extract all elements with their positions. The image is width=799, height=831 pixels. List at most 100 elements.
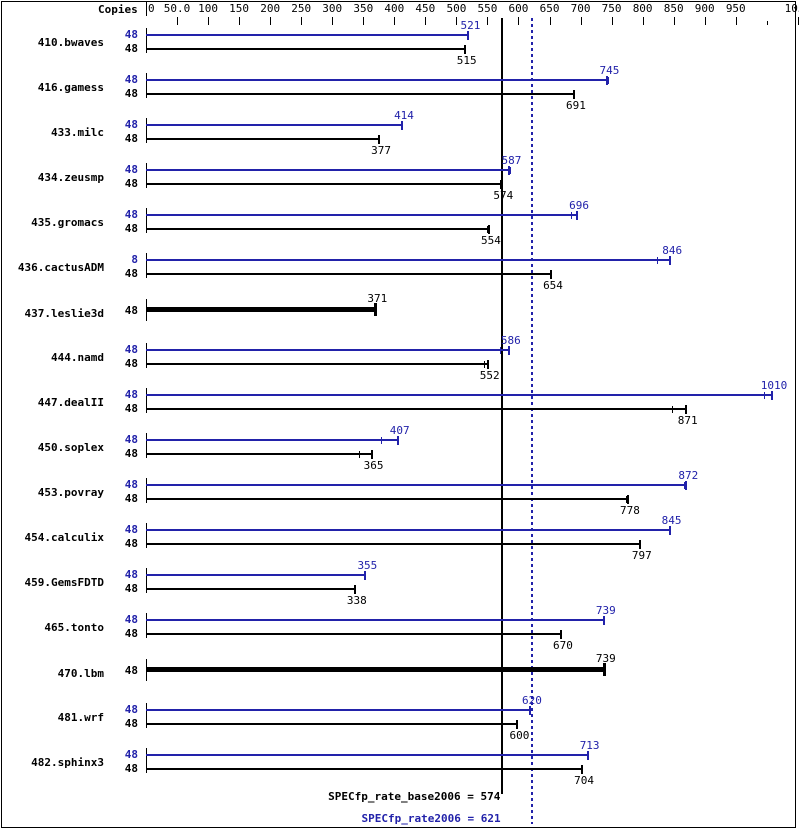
benchmark-row: 435.gromacs 48 696 48 554: [0, 199, 799, 250]
x-tick-mark: [797, 17, 799, 25]
x-tick-mark: [735, 17, 737, 25]
bar-value-label: 574: [493, 189, 514, 202]
x-tick-mark: [208, 17, 210, 25]
x-tick-mark: [394, 17, 396, 25]
benchmark-label: 410.bwaves: [37, 36, 104, 49]
x-tick-mark: [301, 17, 303, 25]
benchmark-bar-base: [146, 225, 490, 234]
bar-value-label: 600: [509, 729, 530, 742]
bar-value-label: 365: [363, 459, 384, 472]
row-axis-stub: [146, 388, 147, 413]
copies-count: 48: [124, 208, 138, 221]
bar-value-label: 745: [599, 64, 620, 77]
bar-median-mark: [517, 721, 519, 728]
benchmark-bar-peak: [146, 346, 510, 355]
x-tick-mark-minor: [766, 21, 768, 25]
copies-count: 48: [124, 87, 138, 100]
bar-value-label: 778: [620, 504, 640, 517]
x-tick-label: 650: [539, 2, 560, 15]
x-tick-label: 950: [725, 2, 746, 15]
copies-count: 48: [124, 523, 138, 536]
benchmark-row: 481.wrf 48 620 48 600: [0, 694, 799, 745]
benchmark-bar-base: [146, 720, 519, 729]
bar-value-label: 554: [480, 234, 501, 247]
bar-median-mark: [487, 226, 489, 233]
copies-count: 48: [124, 28, 138, 41]
benchmark-bar-peak: [146, 31, 470, 40]
x-tick-label: 100: [198, 2, 219, 15]
row-axis-stub: [146, 343, 147, 368]
bar-end-cap: [508, 166, 511, 175]
benchmark-label: 444.namd: [51, 351, 104, 364]
bar-end-cap: [684, 405, 687, 414]
copies-count: 48: [124, 537, 138, 550]
bar-value-label: 670: [552, 639, 573, 652]
x-tick-mark: [363, 17, 365, 25]
bar-end-cap: [602, 663, 606, 676]
peak-reference-line: [530, 18, 533, 824]
bar-median-mark: [669, 527, 671, 534]
row-axis-stub: [146, 163, 147, 188]
bar-median-mark: [587, 752, 589, 759]
benchmark-label: 434.zeusmp: [37, 171, 104, 184]
benchmark-label: 416.gamess: [37, 81, 104, 94]
x-tick-label: 700: [570, 2, 591, 15]
bar-median-mark: [580, 766, 582, 773]
x-tick-label: 350: [353, 2, 374, 15]
benchmark-bar-base: [146, 495, 629, 504]
bar-median-mark: [464, 46, 466, 53]
benchmark-bar-peak: [146, 436, 399, 445]
x-tick-mark: [270, 17, 272, 25]
x-tick-label: 0: [148, 2, 155, 15]
benchmark-label: 435.gromacs: [31, 216, 104, 229]
benchmark-bar-base: [146, 405, 687, 414]
bar-end-cap: [401, 121, 403, 130]
copies-count: 48: [124, 664, 138, 677]
bar-median-mark: [683, 482, 685, 489]
benchmark-label: 437.leslie3d: [24, 307, 104, 320]
x-tick-mark: [332, 17, 334, 25]
row-axis-stub: [146, 748, 147, 773]
bar-value-label: 407: [389, 424, 410, 437]
bar-end-cap: [396, 436, 399, 445]
x-tick-label: 550: [477, 2, 498, 15]
row-axis-stub: [146, 523, 147, 548]
x-tick-label: 800: [632, 2, 653, 15]
copies-count: 48: [124, 492, 138, 505]
copies-count: 48: [124, 613, 138, 626]
copies-count: 48: [124, 433, 138, 446]
x-tick-label: 500: [446, 2, 467, 15]
benchmark-bar-base: [146, 303, 378, 316]
bar-value-label: 586: [500, 334, 521, 347]
copies-header: Copies: [98, 3, 138, 16]
x-tick-mark: [549, 17, 551, 25]
benchmark-label: 465.tonto: [44, 621, 104, 634]
benchmark-label: 433.milc: [51, 126, 104, 139]
copies-count: 48: [124, 748, 138, 761]
benchmark-label: 454.calculix: [24, 531, 104, 544]
bar-value-label: 872: [678, 469, 699, 482]
x-tick-label: 250: [291, 2, 312, 15]
benchmark-bar-peak: [146, 706, 532, 715]
bar-median-mark: [560, 631, 562, 638]
bar-end-cap: [500, 180, 503, 189]
benchmark-bar-base: [146, 360, 489, 369]
benchmark-bar-base: [146, 663, 606, 676]
copies-count: 48: [124, 118, 138, 131]
bar-median-mark: [501, 181, 503, 188]
bar-median-mark: [379, 136, 381, 143]
bar-value-label: 414: [394, 109, 414, 122]
benchmark-bar-base: [146, 90, 576, 99]
copies-count: 48: [124, 267, 138, 280]
benchmark-row: 433.milc 48 414 48 377: [0, 109, 799, 160]
x-tick-label: 1050: [784, 2, 799, 15]
bar-value-label: 846: [662, 244, 683, 257]
copies-count: 48: [124, 568, 138, 581]
benchmark-row: 410.bwaves 48 521 48 515: [0, 19, 799, 70]
bar-end-cap: [606, 76, 609, 85]
copies-count: 48: [124, 402, 138, 415]
row-axis-stub: [146, 613, 147, 638]
benchmark-bar-peak: [146, 121, 404, 130]
bar-value-label: 797: [631, 549, 652, 562]
